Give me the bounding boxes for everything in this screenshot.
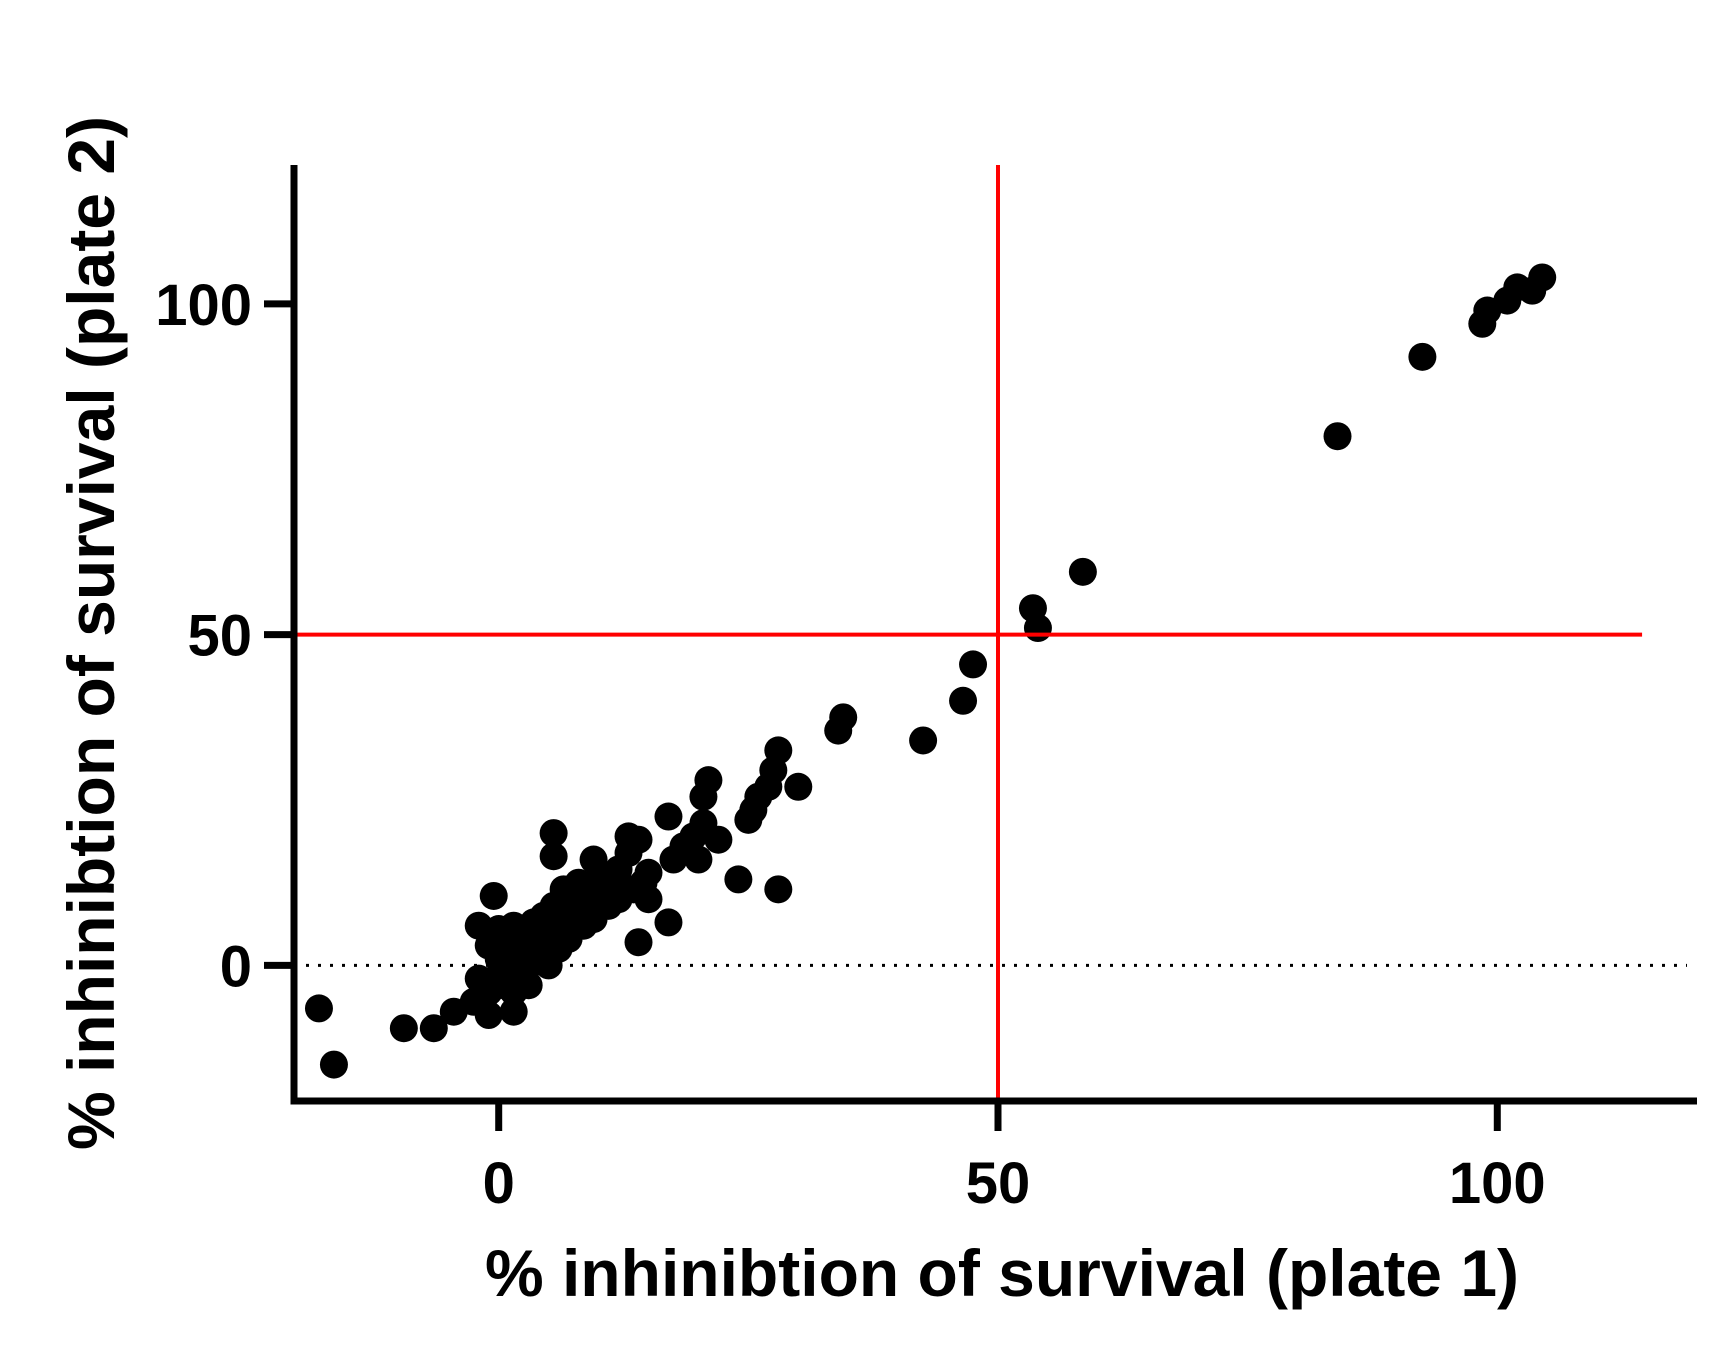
data-point [704,825,733,854]
y-ticks: 0 50 100 [155,273,294,999]
threshold-lines [294,165,1643,1116]
data-point [694,766,723,795]
data-point [829,703,858,732]
data-point [634,885,663,914]
x-tick-label: 50 [966,1151,1031,1216]
x-tick-label: 0 [483,1151,515,1216]
data-point [1323,422,1352,451]
data-point [634,858,663,887]
data-point [624,825,653,854]
y-axis-title: % inhinibtion of survival (plate 2) [54,116,128,1150]
data-points [304,263,1557,1079]
x-ticks: 0 50 100 [483,1101,1546,1216]
data-point [479,881,508,910]
y-tick-label: 0 [220,934,252,999]
data-point [764,736,793,765]
data-point [319,1050,348,1079]
data-point [764,875,793,904]
data-point [1023,614,1052,643]
data-point [419,1014,448,1043]
data-point [949,686,978,715]
data-point [654,802,683,831]
data-point [624,928,653,957]
data-point [784,772,813,801]
data-point [539,819,568,848]
x-tick-label: 100 [1449,1151,1546,1216]
y-tick-label: 100 [155,273,252,338]
data-point [1408,342,1437,371]
data-point [654,908,683,937]
data-point [539,842,568,871]
data-point [959,650,988,679]
data-point [724,865,753,894]
data-point [474,1001,503,1030]
data-point [304,994,333,1023]
data-point [1068,557,1097,586]
data-point [389,1014,418,1043]
y-tick-label: 50 [187,604,252,669]
data-point [909,726,938,755]
data-point [1528,263,1557,292]
data-point [514,971,543,1000]
data-point [684,845,713,874]
data-point [499,997,528,1026]
x-axis-title: % inhinibtion of survival (plate 1) [485,1236,1519,1310]
